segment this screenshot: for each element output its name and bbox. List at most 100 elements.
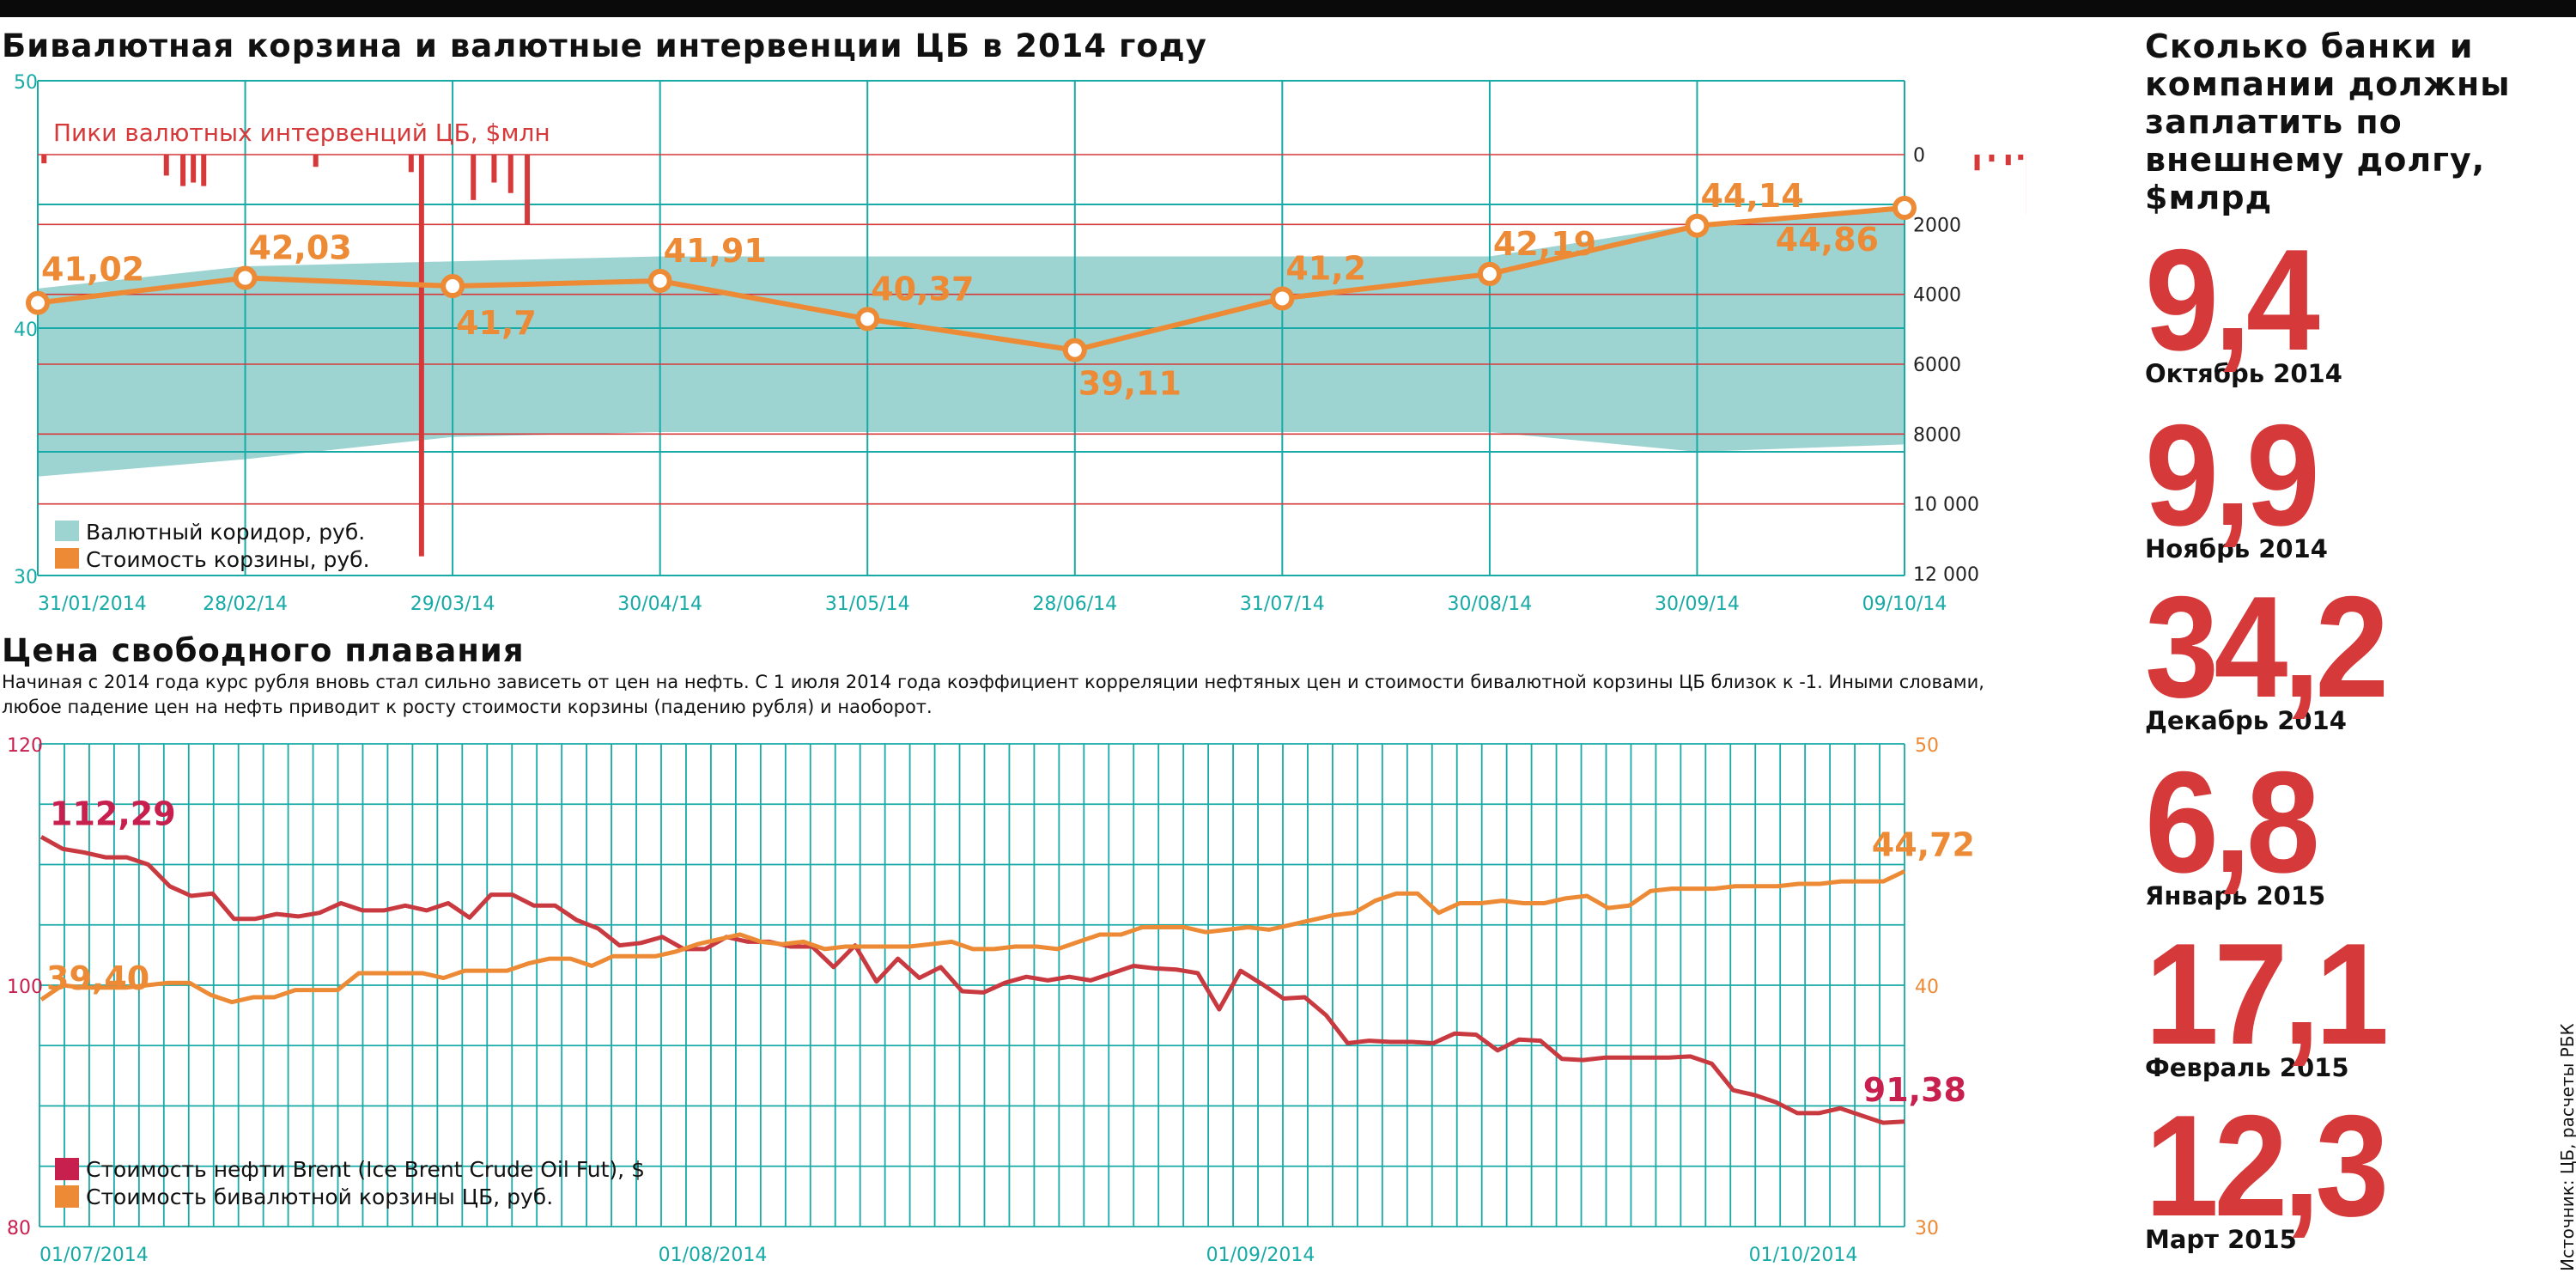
intervention-bar (180, 155, 186, 186)
chart-title-main: Бивалютная корзина и валютные интервенци… (2, 27, 1207, 64)
debt-panel-title: Сколько банки и компании должны заплатит… (2145, 27, 2511, 216)
legend-swatch-corridor (55, 521, 79, 541)
brent-start-label: 112,29 (50, 795, 176, 832)
x-axis-tick: 31/05/14 (825, 594, 910, 615)
x-axis-tick: 30/04/14 (617, 594, 702, 615)
basket-start-label: 39,40 (46, 959, 149, 997)
left-axis-tick: 40 (14, 320, 38, 341)
basket-value-label: 41,2 (1285, 249, 1366, 287)
basket-point (1685, 213, 1710, 238)
basket-value-label: 41,91 (664, 232, 767, 270)
intervention-bar (2005, 155, 2011, 166)
basket-value-label: 42,19 (1493, 225, 1596, 263)
x-axis-tick: 01/09/2014 (1206, 1245, 1315, 1266)
basket-value-label: 41,02 (41, 251, 144, 289)
right-axis-tick: 12 000 (1913, 564, 1979, 586)
intervention-bar (525, 155, 531, 225)
debt-month-label: Ноябрь 2014 (2145, 534, 2328, 563)
debt-month-label: Январь 2015 (2145, 881, 2326, 910)
left-axis-tick: 100 (7, 977, 43, 998)
basket-value-label: 40,37 (871, 270, 974, 308)
chart-subtitle: Начиная с 2014 года курс рубля вновь ста… (2, 672, 1984, 717)
intervention-bar (418, 155, 424, 557)
debt-value: 6,8 (2145, 741, 2320, 903)
x-axis-tick: 31/01/2014 (38, 594, 147, 615)
x-axis-tick: 28/06/14 (1032, 594, 1117, 615)
legend-label-basket: Стоимость корзины, руб. (86, 547, 370, 572)
basket-point (1477, 261, 1502, 286)
x-axis-tick: 30/08/14 (1447, 594, 1532, 615)
intervention-bar (471, 155, 477, 200)
x-axis-tick: 30/09/14 (1655, 594, 1740, 615)
top-bar (0, 0, 2576, 17)
left-axis-tick: 120 (7, 735, 43, 757)
left-axis-tick: 50 (14, 72, 38, 94)
intervention-bar (191, 155, 197, 183)
basket-line (37, 205, 1905, 353)
basket-value-label: 44,14 (1700, 177, 1803, 215)
left-axis-tick: 80 (7, 1218, 31, 1239)
debt-month-label: Октябрь 2014 (2145, 359, 2342, 388)
intervention-bar (201, 155, 207, 186)
right-axis-tick: 4000 (1913, 285, 1961, 307)
basket-point (1893, 196, 1917, 221)
intervention-bar (2018, 155, 2024, 161)
left-axis-tick: 30 (14, 567, 38, 588)
x-axis-tick: 28/02/14 (203, 594, 288, 615)
intervention-bar (408, 155, 414, 173)
intervention-bar (1989, 155, 1995, 162)
basket-value-label: 39,11 (1078, 365, 1182, 403)
interventions-annotation: Пики валютных интервенций ЦБ, $млн (53, 119, 550, 147)
corridor-band (38, 206, 1905, 477)
right-axis-tick: 6000 (1913, 355, 1961, 376)
x-axis-tick: 01/10/2014 (1749, 1245, 1858, 1266)
intervention-bar (1974, 155, 1980, 171)
x-axis-tick: 01/07/2014 (39, 1245, 149, 1266)
debt-value: 12,3 (2145, 1085, 2389, 1246)
basket-line (39, 869, 1906, 1005)
debt-value: 9,9 (2145, 394, 2320, 556)
debt-item: 17,1 Февраль 2015 (2145, 913, 2405, 1082)
debt-item: 12,3 Март 2015 (2145, 1085, 2405, 1254)
debt-value: 34,2 (2145, 566, 2389, 728)
debt-item: 34,2 Декабрь 2014 (2145, 566, 2405, 735)
debt-item: 9,4 Октябрь 2014 (2145, 219, 2342, 388)
debt-item: 9,9 Ноябрь 2014 (2145, 394, 2330, 563)
basket-value-label: 42,03 (249, 229, 352, 267)
intervention-bar (507, 155, 513, 193)
intervention-bar (163, 155, 169, 176)
right-axis-tick: 0 (1913, 145, 1925, 167)
brent-line (39, 835, 1905, 1125)
source-note: Источник: ЦБ, расчеты РБК (2557, 1023, 2576, 1271)
legend-swatch-basket (55, 548, 79, 569)
brent-end-label: 91,38 (1863, 1071, 1966, 1109)
legend-label-basket: Стоимость бивалютной корзины ЦБ, руб. (86, 1185, 553, 1209)
right-axis-tick: 50 (1915, 735, 1939, 757)
x-axis-tick: 01/08/2014 (659, 1245, 768, 1266)
legend-label-corridor: Валютный коридор, руб. (86, 520, 365, 545)
basket-point (855, 307, 880, 332)
basket-point (26, 290, 50, 315)
debt-value: 9,4 (2145, 219, 2320, 381)
basket-point (233, 265, 258, 290)
basket-point (1270, 286, 1295, 311)
basket-point (647, 268, 672, 293)
right-axis-tick: 10 000 (1913, 495, 1979, 516)
debt-item: 6,8 Январь 2015 (2145, 741, 2330, 910)
legend-label-brent: Стоимость нефти Brent (Ice Brent Crude O… (86, 1157, 645, 1182)
chart-title-second: Цена свободного плавания (2, 632, 525, 669)
intervention-bar (41, 155, 47, 164)
x-axis-tick: 09/10/14 (1862, 594, 1947, 615)
basket-end-label: 44,72 (1872, 825, 1975, 863)
basket-value-label: 44,86 (1776, 221, 1879, 259)
debt-value: 17,1 (2145, 913, 2389, 1075)
debt-month-label: Декабрь 2014 (2145, 706, 2347, 735)
debt-month-label: Март 2015 (2145, 1225, 2297, 1254)
intervention-bar (313, 155, 319, 167)
x-axis-tick: 31/07/14 (1240, 594, 1325, 615)
legend-swatch-brent (55, 1158, 79, 1180)
right-axis-tick: 40 (1915, 977, 1939, 998)
intervention-bar (491, 155, 497, 183)
x-axis-tick: 29/03/14 (410, 594, 495, 615)
basket-point (1062, 338, 1087, 362)
